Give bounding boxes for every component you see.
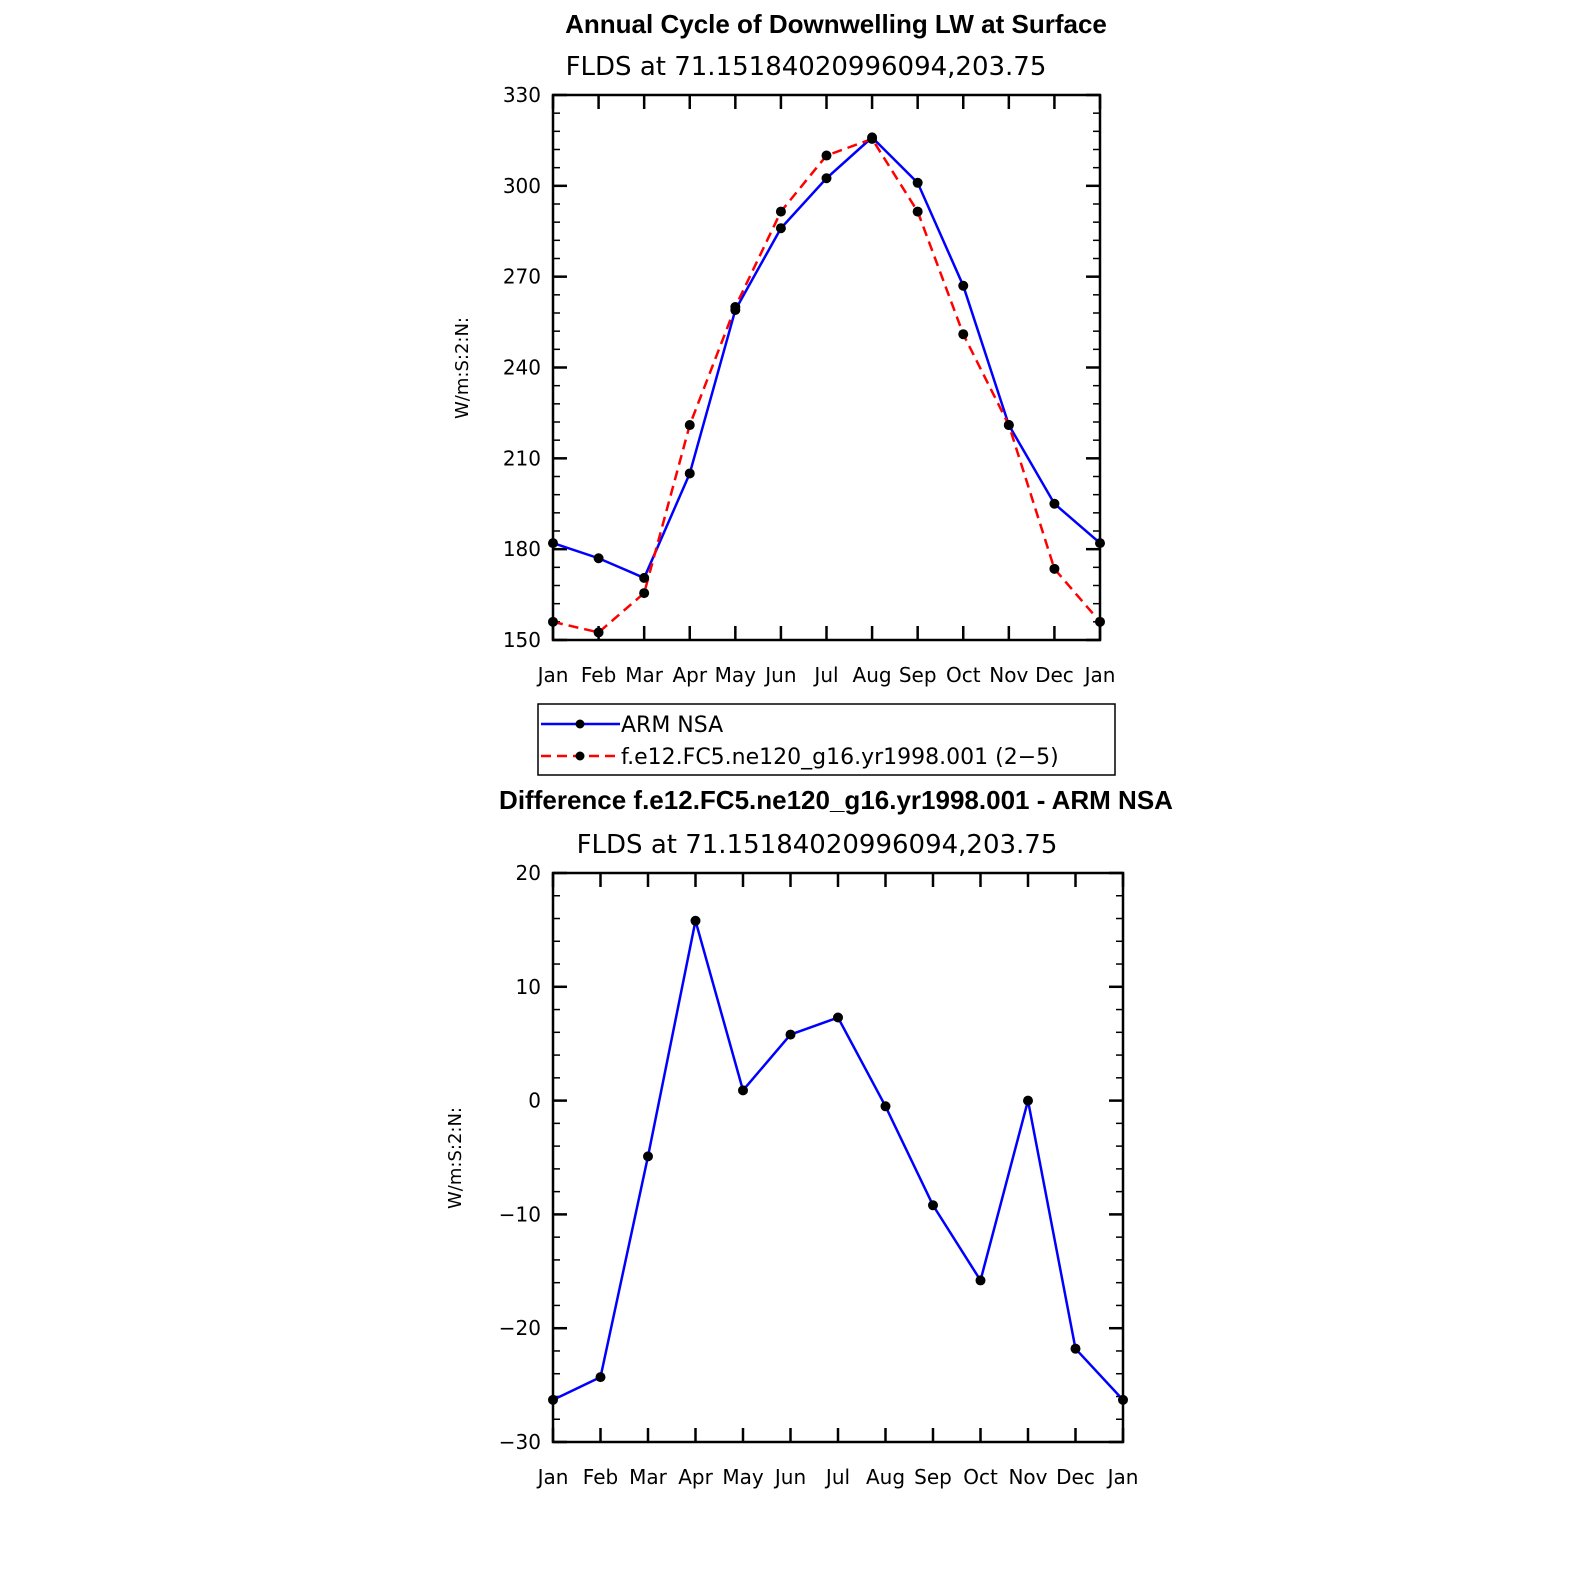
bottom-chart-ylabel: W/m:S:2:N: <box>445 1107 466 1209</box>
legend-label-arm: ARM NSA <box>621 713 723 738</box>
top-chart-ytick-label: 240 <box>503 356 541 380</box>
top-chart-subtitle: FLDS at 71.15184020996094,203.75 <box>566 52 1047 82</box>
top-chart-series-1-point <box>639 588 650 599</box>
top-chart-xtick-label: Feb <box>581 663 616 687</box>
bottom-chart-series-0-line <box>552 920 1124 1402</box>
bottom-chart-series-0-point <box>1023 1095 1033 1106</box>
top-chart-ytick-label: 210 <box>503 446 541 470</box>
legend-marker-model <box>575 751 585 761</box>
top-chart-series-0-point <box>958 280 969 291</box>
top-chart-series-0-line <box>552 135 1101 580</box>
bottom-chart-xtick-label: Jun <box>773 1465 806 1489</box>
top-chart-series-0-point <box>1049 498 1060 509</box>
top-chart-series-1-point <box>593 627 604 638</box>
top-chart-series-1-point <box>1095 616 1105 627</box>
bottom-chart-xtick-label: Sep <box>914 1465 952 1489</box>
top-chart-title: Annual Cycle of Downwelling LW at Surfac… <box>565 9 1107 39</box>
bottom-chart-xtick-label: Apr <box>678 1465 713 1489</box>
bottom-chart-series-0-point <box>833 1012 843 1023</box>
top-chart-series-1-point <box>730 301 741 312</box>
bottom-chart-frame <box>551 871 1125 1444</box>
top-chart-xtick-label: Mar <box>625 663 664 687</box>
bottom-chart-subtitle: FLDS at 71.15184020996094,203.75 <box>577 830 1058 860</box>
bottom-chart-xtick-label: Nov <box>1008 1465 1047 1489</box>
top-chart-series-1-point <box>821 150 832 161</box>
top-chart-series-0-point <box>821 173 832 184</box>
top-chart-xtick-label: Jun <box>763 663 796 687</box>
top-chart-series-0-point <box>912 177 923 188</box>
top-chart-series-1-point <box>684 420 695 431</box>
legend-marker-arm <box>575 719 585 729</box>
top-chart-series-1-point <box>1049 563 1060 574</box>
top-chart-xtick-label: Oct <box>946 663 981 687</box>
top-chart-series-0-point <box>639 572 650 583</box>
bottom-chart-series-0-point <box>928 1200 938 1211</box>
top-chart-ytick-label: 330 <box>503 83 541 107</box>
top-chart-series-1-point <box>1003 420 1014 431</box>
top-chart-ytick-label: 300 <box>503 174 541 198</box>
bottom-chart-series-0-point <box>690 915 701 926</box>
bottom-chart-ytick-label: 0 <box>528 1089 541 1113</box>
bottom-chart-xtick-label: Jul <box>824 1465 850 1489</box>
top-chart-series-0-point <box>593 553 604 564</box>
bottom-chart-ytick-label: −20 <box>499 1316 541 1340</box>
top-chart-xtick-label: Apr <box>672 663 707 687</box>
bottom-chart-series-0-point <box>548 1394 558 1405</box>
top-chart-series-1-point <box>548 616 558 627</box>
top-chart-xtick-label: Aug <box>853 663 892 687</box>
top-chart-xtick-label: Sep <box>899 663 937 687</box>
top-chart-series-1-line <box>552 137 1101 634</box>
top-chart-series-0-point <box>1095 538 1105 549</box>
top-chart-xtick-label: Dec <box>1035 663 1074 687</box>
top-chart-series-0-point <box>775 223 786 234</box>
top-chart-xtick-label: Jul <box>812 663 838 687</box>
bottom-chart-title: Difference f.e12.FC5.ne120_g16.yr1998.00… <box>499 785 1173 815</box>
top-chart-series-1-point <box>867 133 878 144</box>
bottom-chart-ytick-label: −10 <box>499 1202 541 1226</box>
bottom-chart-ytick-label: −30 <box>499 1430 541 1454</box>
bottom-chart-series-0-point <box>738 1085 748 1096</box>
bottom-chart-xtick-label: Mar <box>629 1465 668 1489</box>
top-chart-ytick-label: 150 <box>503 628 541 652</box>
top-chart-ytick-label: 180 <box>503 537 541 561</box>
bottom-chart-ytick-label: 10 <box>516 975 541 999</box>
top-chart-xtick-label: Jan <box>536 663 569 687</box>
bottom-chart-xtick-label: Feb <box>583 1465 618 1489</box>
bottom-chart-xtick-label: Aug <box>866 1465 905 1489</box>
top-chart-xtick-label: Nov <box>989 663 1028 687</box>
top-chart-ytick-label: 270 <box>503 265 541 289</box>
bottom-chart-xtick-label: Oct <box>963 1465 998 1489</box>
bottom-chart-xtick-label: Jan <box>536 1465 569 1489</box>
bottom-chart-series-0-point <box>1070 1343 1081 1354</box>
top-chart-series-0-point <box>684 468 695 479</box>
top-plot-area: 150 180 210 240 270 300 330 Jan Feb Mar Apr May Jun J… <box>503 83 1116 687</box>
bottom-chart-series-0-point <box>880 1101 891 1112</box>
top-chart-series-1-point <box>958 329 969 340</box>
bottom-chart-series-0-point <box>785 1029 796 1040</box>
bottom-chart-series-0-point <box>975 1275 986 1286</box>
top-chart-xtick-label: Jan <box>1083 663 1116 687</box>
bottom-chart-xtick-label: Dec <box>1056 1465 1095 1489</box>
top-chart-series-1-point <box>912 206 923 217</box>
bottom-plot-area: −30 −20 −10 0 10 20 Jan Feb Mar Apr May Jun Jul Aug Se… <box>499 861 1139 1489</box>
legend: ARM NSA f.e12.FC5.ne120_g16.yr1998.001 (… <box>537 703 1116 776</box>
bottom-chart-xtick-label: May <box>722 1465 764 1489</box>
top-chart-xtick-label: May <box>715 663 757 687</box>
bottom-chart-xtick-label: Jan <box>1106 1465 1139 1489</box>
legend-label-model: f.e12.FC5.ne120_g16.yr1998.001 (2−5) <box>621 745 1059 770</box>
bottom-chart-series-0-point <box>643 1151 653 1162</box>
legend-box <box>537 703 1116 776</box>
top-chart-series-1-point <box>775 206 786 217</box>
bottom-chart-series-0-point <box>1118 1394 1128 1405</box>
bottom-chart-ytick-label: 20 <box>516 861 541 885</box>
top-chart-series-0-point <box>548 538 558 549</box>
bottom-chart-series-0-point <box>595 1372 606 1383</box>
top-chart-ylabel: W/m:S:2:N: <box>452 317 473 419</box>
